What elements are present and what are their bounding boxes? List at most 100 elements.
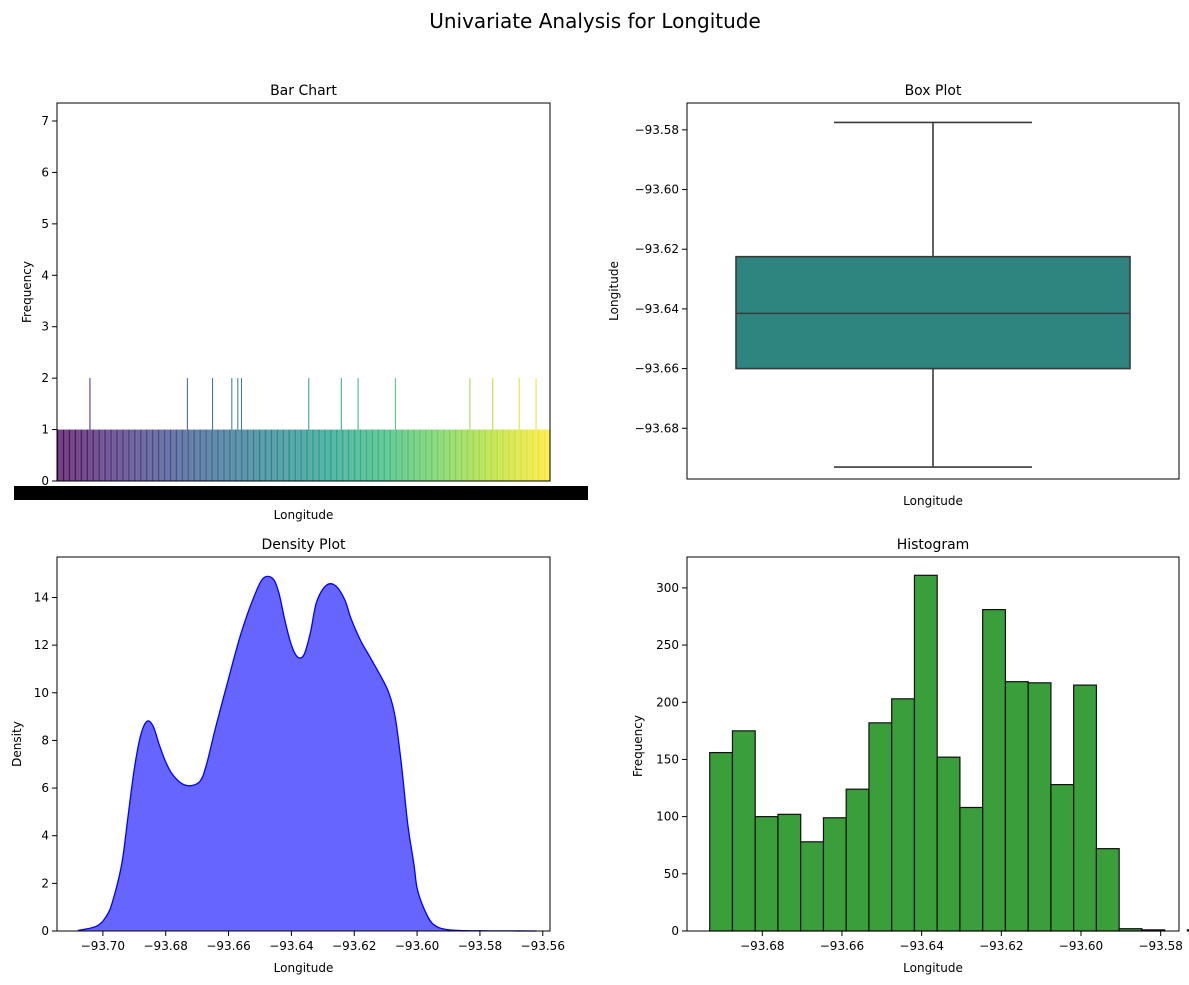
bar xyxy=(416,429,418,481)
bar xyxy=(426,429,428,481)
bar xyxy=(487,429,489,481)
histogram-bar xyxy=(936,756,961,932)
bar xyxy=(304,429,306,481)
bar xyxy=(525,429,527,481)
bar xyxy=(495,429,497,481)
bar xyxy=(373,429,375,481)
bar xyxy=(452,429,454,481)
histogram-bar xyxy=(800,841,825,932)
bar xyxy=(90,429,92,481)
bar xyxy=(66,429,68,481)
bar xyxy=(347,429,349,481)
histogram-bar xyxy=(868,722,893,932)
bar xyxy=(387,429,389,481)
bar xyxy=(85,429,87,481)
bar xyxy=(493,429,495,481)
bar xyxy=(507,429,509,481)
bar xyxy=(115,429,117,481)
histogram-bar xyxy=(754,816,779,932)
bar xyxy=(536,429,538,481)
bar xyxy=(422,429,424,481)
bar xyxy=(162,429,164,481)
y-tick-label: −93.64 xyxy=(635,302,679,316)
histogram-bar xyxy=(845,788,870,932)
bar xyxy=(414,429,416,481)
bar xyxy=(352,429,354,481)
bar xyxy=(114,429,116,481)
y-tick-label: 5 xyxy=(41,217,49,231)
bar xyxy=(72,429,74,481)
bar xyxy=(521,429,523,481)
bar-chart-xlabel: Longitude xyxy=(274,508,334,522)
bar xyxy=(245,429,247,481)
bar xyxy=(209,429,211,481)
bar xyxy=(131,429,133,481)
bar xyxy=(188,429,190,481)
bar xyxy=(374,429,376,481)
bar xyxy=(510,429,512,481)
bar xyxy=(436,429,438,481)
bar xyxy=(459,429,461,481)
bar xyxy=(207,429,209,481)
bar xyxy=(113,429,115,481)
bar xyxy=(424,429,426,481)
bar xyxy=(345,429,347,481)
x-tick-label: −93.66 xyxy=(206,939,250,953)
bar xyxy=(512,429,514,481)
bar xyxy=(297,429,299,481)
bar xyxy=(475,429,477,481)
x-tick-label: −93.70 xyxy=(81,939,125,953)
histogram-xlabel: Longitude xyxy=(903,961,963,975)
bar xyxy=(283,429,285,481)
bar xyxy=(210,429,212,481)
bar xyxy=(75,429,76,481)
bar xyxy=(506,429,508,481)
bar xyxy=(287,429,289,481)
bar xyxy=(376,429,378,481)
bar xyxy=(368,429,370,481)
bar xyxy=(179,429,181,481)
bar xyxy=(142,429,144,481)
bar xyxy=(201,429,203,481)
y-tick-label: 4 xyxy=(41,268,49,282)
bar xyxy=(153,429,155,481)
x-tick-label: −93.66 xyxy=(820,939,864,953)
bar xyxy=(465,429,467,481)
bar xyxy=(95,429,97,481)
bar xyxy=(218,429,220,481)
histogram-bar xyxy=(959,806,984,932)
bar xyxy=(228,429,230,481)
bar xyxy=(315,429,317,481)
bar xyxy=(202,429,204,481)
bar xyxy=(543,429,545,481)
bar xyxy=(230,429,232,481)
bar xyxy=(184,429,186,481)
box-plot-panel: Box Plot −93.58−93.60−93.62−93.64−93.66−… xyxy=(607,83,1180,508)
bar xyxy=(467,429,468,481)
bar xyxy=(99,429,101,481)
bar xyxy=(292,429,294,481)
bar xyxy=(537,429,539,481)
bar xyxy=(82,429,84,481)
bar xyxy=(253,429,254,481)
bar xyxy=(215,429,217,481)
bar xyxy=(244,429,246,481)
bar xyxy=(464,429,466,481)
x-tick-label: −93.62 xyxy=(332,939,376,953)
bar xyxy=(250,429,252,481)
bar xyxy=(239,429,241,481)
y-tick-label: −93.68 xyxy=(635,421,679,435)
bar xyxy=(226,429,228,481)
bar-chart-title: Bar Chart xyxy=(270,83,337,99)
density-plot-xlabel: Longitude xyxy=(274,961,334,975)
bar xyxy=(408,429,410,481)
bar xyxy=(418,429,420,481)
bar xyxy=(274,429,276,481)
bar xyxy=(59,429,61,481)
histogram-y-ticks: 0 50 100 150 200 250 300 xyxy=(656,581,687,938)
bar xyxy=(147,429,149,481)
bar xyxy=(364,429,366,481)
bar xyxy=(299,429,301,481)
bar xyxy=(524,429,526,481)
y-tick-label: 0 xyxy=(671,924,679,938)
